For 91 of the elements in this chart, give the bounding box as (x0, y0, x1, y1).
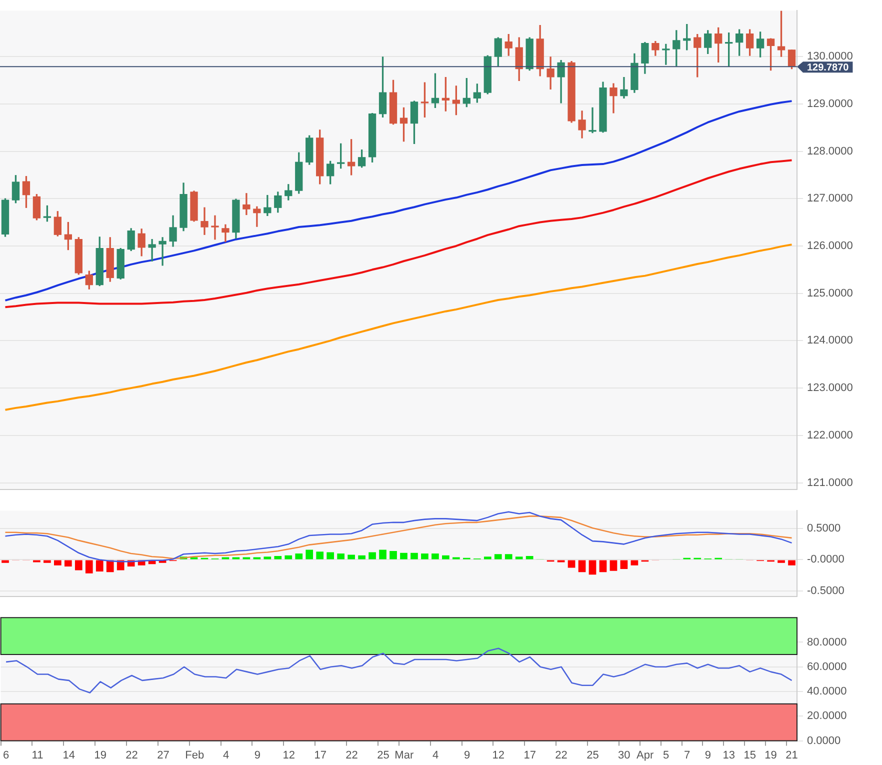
bar (44, 560, 51, 563)
y-tick-label: 126.0000 (807, 240, 853, 252)
x-tick-label: 17 (524, 749, 536, 762)
bar (306, 550, 314, 560)
x-tick-label: 11 (32, 749, 44, 762)
bar (96, 560, 104, 572)
x-tick-label: 19 (94, 749, 106, 762)
bar (337, 554, 344, 560)
bar (284, 555, 292, 560)
x-tick-label: Feb (185, 749, 204, 762)
x-tick-label: 12 (282, 749, 296, 762)
y-tick-label: 122.0000 (807, 429, 853, 442)
bar (400, 552, 408, 560)
bar (54, 560, 62, 566)
candlestick (420, 82, 429, 118)
bar (599, 560, 607, 572)
candlestick (683, 24, 691, 50)
y-tick-label: 130.0000 (807, 50, 853, 63)
x-tick-label: 9 (704, 749, 712, 762)
y-tick-label: 129.0000 (807, 98, 853, 110)
bar (295, 554, 303, 560)
bar (85, 560, 93, 574)
y-tick-label: 128.0000 (807, 145, 853, 158)
bar (494, 554, 502, 560)
x-tick-label: Apr (636, 749, 654, 762)
x-tick-label: 27 (157, 749, 170, 762)
bar (442, 555, 450, 560)
candlestick (211, 215, 219, 240)
bar (588, 560, 596, 575)
bar (64, 560, 72, 567)
bar (788, 560, 796, 566)
y-tick-label: 124.0000 (807, 334, 853, 347)
x-tick-label: 21 (786, 749, 798, 762)
y-tick-label: 0.5000 (807, 522, 841, 535)
x-tick-label: 30 (618, 749, 630, 762)
x-tick-label: 14 (62, 749, 76, 762)
x-tick-label: 15 (744, 749, 756, 762)
x-tick-label: 9 (464, 749, 470, 762)
y-tick-label: 127.0000 (807, 192, 853, 205)
bar (264, 556, 272, 560)
bar (421, 554, 428, 560)
y-tick-label: 60.0000 (807, 660, 847, 673)
bar (484, 556, 492, 560)
bar (390, 551, 397, 560)
x-tick-label: 22 (346, 749, 358, 762)
x-tick-label: 22 (555, 749, 568, 762)
x-tick-label: 9 (254, 749, 261, 762)
bar (526, 556, 534, 560)
bar (610, 560, 618, 571)
x-tick-label: 17 (314, 749, 326, 762)
x-tick-label: 12 (492, 749, 505, 762)
bar (379, 550, 386, 560)
ref-line-label: 129.7870 (807, 62, 850, 74)
x-tick-label: 4 (222, 749, 230, 762)
bar (630, 560, 638, 566)
y-tick-label: -0.5000 (807, 584, 844, 597)
bar (432, 554, 439, 560)
x-tick-label: 5 (662, 749, 670, 762)
y-tick-label: 80.0000 (807, 636, 847, 648)
bar (410, 552, 418, 560)
y-tick-label: 121.0000 (807, 476, 853, 489)
bar (326, 552, 334, 560)
x-tick-label: 19 (764, 749, 777, 762)
x-tick-label: 22 (126, 749, 138, 762)
bar (348, 554, 355, 560)
y-tick-label: 123.0000 (807, 382, 853, 394)
y-tick-label: 0.0000 (807, 734, 841, 747)
x-tick-label: 4 (432, 749, 439, 762)
bar (274, 556, 282, 560)
bar (316, 552, 324, 560)
x-tick-label: Mar (394, 749, 414, 762)
bar (620, 560, 628, 570)
bar (515, 556, 523, 560)
bar (568, 560, 576, 568)
x-tick-label: 13 (722, 749, 736, 762)
bar (778, 560, 785, 563)
bar (116, 560, 124, 570)
x-tick-label: 7 (684, 749, 690, 762)
y-tick-label: 20.0000 (807, 710, 847, 722)
y-tick-label: -0.0000 (807, 554, 844, 566)
bar (358, 555, 366, 560)
bar (504, 554, 512, 560)
x-tick-label: 25 (586, 749, 599, 762)
bar (74, 560, 82, 570)
y-tick-label: 125.0000 (807, 287, 853, 300)
bar (578, 560, 586, 572)
bar (368, 552, 376, 560)
x-tick-label: 6 (2, 749, 10, 762)
bar (2, 560, 9, 563)
y-tick-label: 40.0000 (807, 686, 847, 698)
x-tick-label: 25 (377, 749, 390, 762)
